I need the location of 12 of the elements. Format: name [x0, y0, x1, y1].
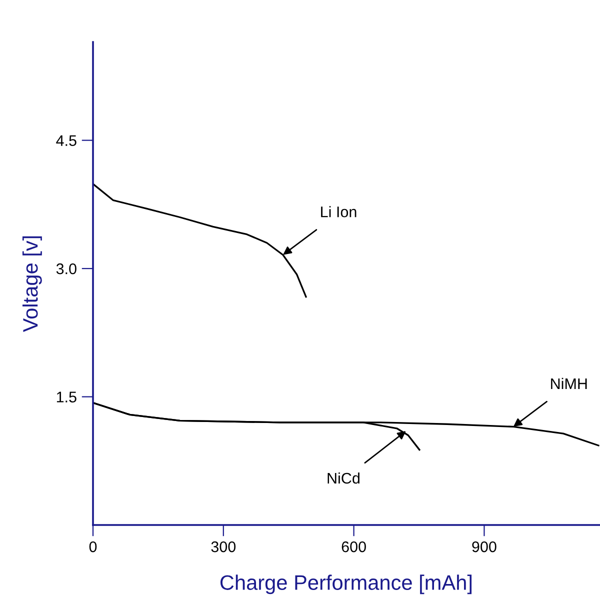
x-tick-label: 900 [472, 541, 496, 552]
x-tick-label: 300 [211, 541, 236, 552]
annotation: NiCd [328, 472, 360, 484]
y-tick-label: 1.5 [56, 392, 76, 402]
y-tick-label: 3.0 [56, 263, 76, 274]
y-axis-title: Voltage [v] [22, 236, 42, 332]
y-tick-label: 4.5 [56, 135, 76, 146]
annotation: Li Ion [321, 206, 356, 218]
annotation: NiMH [551, 378, 587, 389]
x-tick-label: 600 [342, 541, 366, 552]
x-axis-title: Charge Performance [mAh] [220, 574, 472, 594]
x-tick-label: 0 [89, 541, 97, 552]
